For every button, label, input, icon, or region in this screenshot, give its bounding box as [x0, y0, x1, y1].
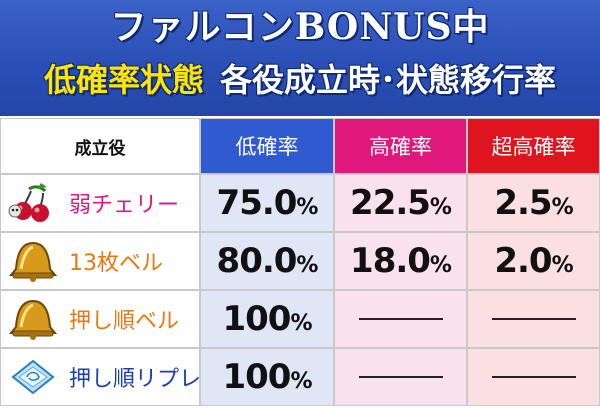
super-high-probability-cell: 2.5%	[467, 174, 600, 232]
role-label: 押し順リプレイ	[69, 367, 224, 392]
dash-mark	[358, 318, 443, 320]
high-probability-cell: 18.0%	[334, 232, 467, 290]
transition-table: 成立役 低確率 高確率 超高確率 弱チェリー	[0, 118, 600, 408]
value-text: 100%	[222, 357, 312, 397]
page-title: ファルコンBONUS中	[110, 6, 490, 48]
value-text: 100%	[222, 299, 312, 339]
super-high-probability-cell: 2.0%	[467, 232, 600, 290]
bell-icon	[8, 299, 58, 340]
role-label: 13枚ベル	[69, 251, 163, 276]
bell-icon	[8, 241, 58, 282]
low-probability-cell: 80.0%	[200, 232, 334, 290]
role-cell: 弱チェリー	[0, 174, 200, 232]
header-banner: ファルコンBONUS中 低確率状態 各役成立時･状態移行率	[0, 0, 600, 116]
super-high-probability-cell	[467, 348, 600, 406]
role-cell: 押し順ベル	[0, 290, 200, 348]
role-cell: 押し順リプレイ	[0, 348, 223, 406]
header-low-probability: 低確率	[200, 118, 334, 174]
description-label: 各役成立時･状態移行率	[220, 61, 557, 99]
high-probability-cell	[334, 348, 467, 406]
role-label: 押し順ベル	[69, 309, 180, 334]
table-row: 押し順リプレイ 100%	[0, 348, 600, 406]
subtitle: 低確率状態 各役成立時･状態移行率	[0, 58, 600, 102]
dash-mark	[491, 376, 576, 378]
role-cell: 13枚ベル	[0, 232, 200, 290]
high-probability-cell	[334, 290, 467, 348]
value-text: 22.5%	[350, 183, 452, 223]
value-text: 18.0%	[350, 241, 452, 281]
value-text: 2.0%	[494, 241, 573, 281]
state-label: 低確率状態	[43, 61, 204, 99]
header-super-high-probability: 超高確率	[467, 118, 600, 174]
table-row: 弱チェリー 75.0% 22.5% 2.5%	[0, 174, 600, 232]
high-probability-cell: 22.5%	[334, 174, 467, 232]
header-role: 成立役	[0, 118, 200, 174]
dash-mark	[358, 376, 443, 378]
super-high-probability-cell	[467, 290, 600, 348]
table-row: 押し順ベル 100%	[0, 290, 600, 348]
cherry-icon	[8, 183, 49, 222]
value-text: 75.0%	[216, 183, 319, 223]
dash-mark	[491, 318, 576, 320]
value-text: 2.5%	[494, 183, 573, 223]
value-text: 80.0%	[216, 241, 319, 281]
low-probability-cell: 75.0%	[200, 174, 334, 232]
replay-icon	[11, 359, 55, 395]
table-row: 13枚ベル 80.0% 18.0% 2.0%	[0, 232, 600, 290]
low-probability-cell: 100%	[200, 290, 334, 348]
role-label: 弱チェリー	[69, 193, 180, 218]
header-high-probability: 高確率	[334, 118, 467, 174]
low-probability-cell: 100%	[200, 348, 334, 406]
